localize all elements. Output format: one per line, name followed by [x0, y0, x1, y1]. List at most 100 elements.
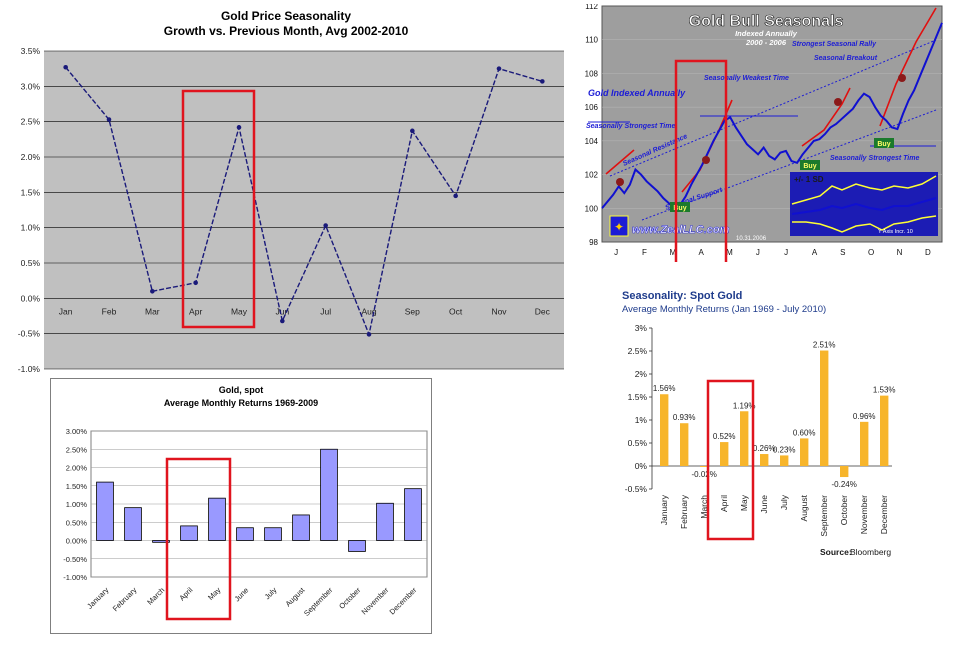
- chart2-subtitle: Average Monthly Returns 1969-2009: [164, 398, 318, 408]
- chart1-series: [63, 64, 545, 337]
- chart2-svg: Gold, spot Average Monthly Returns 1969-…: [63, 385, 428, 621]
- chart4-value-label: 1.19%: [733, 401, 756, 410]
- chart1-x-tick-label: Jan: [59, 306, 73, 316]
- chart1-point: [540, 79, 545, 84]
- chart2-bar: [124, 507, 142, 541]
- chart4-y-tick-label: 1.5%: [628, 392, 648, 402]
- chart3-y-tick-label: 98: [589, 238, 598, 247]
- chart1-point: [453, 193, 458, 199]
- chart4-bar: [840, 466, 849, 478]
- chart3-buy-tag-2: [800, 160, 820, 170]
- chart2-x-tick-label: August: [284, 585, 308, 609]
- chart2-x-tick-label: November: [360, 585, 391, 616]
- chart4-source-value: Bloomberg: [850, 547, 891, 557]
- chart4-bar: [780, 455, 789, 466]
- chart3-subtitle-2: 2000 - 2006: [745, 38, 787, 47]
- chart4-x-tick-label: April: [719, 495, 729, 512]
- chart-gold-bull-seasonals: 112 110 108 106 104 102 100 98 J F M A M J J A S O N D Gol…: [580, 2, 946, 268]
- chart1-y-ticks: 3.5% 3.0% 2.5% 2.0% 1.5% 1.0% 0.5% 0.0% -0.5% -1.…: [18, 46, 41, 374]
- chart4-value-label: 0.52%: [713, 432, 736, 441]
- chart1-x-tick-label: Jun: [275, 306, 289, 316]
- chart2-y-tick-label: 1.00%: [66, 500, 88, 509]
- chart1-x-tick-label: Apr: [189, 306, 202, 316]
- chart2-title: Gold, spot: [219, 385, 264, 395]
- chart2-y-tick-label: 0.50%: [66, 518, 88, 527]
- chart2-y-tick-label: 3.00%: [66, 427, 88, 436]
- chart2-x-tick-label: October: [337, 585, 363, 611]
- chart4-bar: [680, 423, 689, 466]
- chart4-value-label: 0.26%: [753, 444, 776, 453]
- chart4-bar: [800, 438, 809, 466]
- chart4-source-label: Source:: [820, 547, 852, 557]
- chart3-y-tick-label: 100: [585, 204, 599, 213]
- chart1-y-tick-label: -0.5%: [18, 329, 41, 339]
- chart4-bar: [660, 394, 669, 466]
- chart4-value-label: 1.56%: [653, 384, 676, 393]
- chart4-x-tick-label: December: [879, 495, 889, 534]
- chart3-x-tick-label: A: [812, 248, 818, 257]
- chart4-x-ticks: January February March April May June July Augu…: [659, 494, 889, 536]
- chart2-x-tick-label: September: [302, 585, 335, 618]
- chart3-label-breakout: Seasonal Breakout: [814, 55, 878, 62]
- chart1-x-tick-label: Jul: [320, 306, 331, 316]
- chart2-bar: [180, 525, 198, 541]
- chart2-x-tick-label: December: [388, 585, 419, 616]
- chart1-svg: Gold Price Seasonality Growth vs. Previo…: [18, 9, 564, 374]
- chart2-y-tick-label: 1.50%: [66, 482, 88, 491]
- chart1-y-tick-label: 3.5%: [21, 46, 41, 56]
- chart-gold-spot-returns: Gold, spot Average Monthly Returns 1969-…: [50, 378, 432, 634]
- chart4-value-label: 1.53%: [873, 386, 896, 395]
- chart2-bar: [404, 488, 422, 541]
- chart1-subtitle: Growth vs. Previous Month, Avg 2002-2010: [164, 24, 409, 38]
- chart1-x-tick-label: Sep: [405, 306, 420, 316]
- chart2-x-tick-label: March: [145, 586, 166, 607]
- chart3-x-tick-label: J: [614, 248, 618, 257]
- chart4-bar: [720, 442, 729, 466]
- chart4-axes: [649, 327, 892, 490]
- chart4-x-tick-label: July: [779, 494, 789, 510]
- chart3-subtitle-1: Indexed Annually: [735, 29, 798, 38]
- chart3-sd-mean: [791, 197, 937, 215]
- chart3-sd-lower: [792, 215, 937, 233]
- chart3-x-tick-label: M: [726, 248, 733, 257]
- chart1-y-tick-label: 2.5%: [21, 117, 41, 127]
- chart1-x-tick-label: May: [231, 306, 248, 316]
- chart1-point: [193, 280, 198, 286]
- chart-spot-gold-seasonality: Seasonality: Spot Gold Average Monthly R…: [608, 284, 908, 574]
- chart4-y-ticks: 3% 2.5% 2% 1.5% 1% 0.5% 0% -0.5%: [625, 323, 648, 494]
- chart1-point: [366, 332, 372, 337]
- chart3-y-tick-label: 108: [585, 69, 599, 78]
- chart4-y-tick-label: 2%: [635, 369, 648, 379]
- chart2-bar: [376, 502, 394, 541]
- chart2-x-tick-label: February: [111, 585, 139, 613]
- chart3-y-ticks: 112 110 108 106 104 102 100 98: [585, 2, 599, 247]
- chart2-y-tick-label: 0.00%: [66, 537, 88, 546]
- chart1-y-tick-label: 3.0%: [21, 81, 41, 91]
- chart1-x-tick-label: Nov: [491, 306, 507, 316]
- chart3-logo-glyph: ✦: [614, 220, 624, 234]
- chart4-value-label: 0.96%: [853, 412, 876, 421]
- chart1-x-tick-label: Dec: [535, 306, 551, 316]
- chart2-x-tick-label: April: [177, 585, 194, 602]
- chart3-rally-4: [879, 7, 937, 127]
- chart1-y-tick-label: 1.0%: [21, 223, 41, 233]
- chart2-y-ticks: 3.00% 2.50% 2.00% 1.50% 1.00% 0.50% 0.00% -0.50…: [63, 427, 87, 582]
- chart2-x-tick-label: June: [233, 586, 251, 604]
- chart1-gridlines: [44, 50, 564, 370]
- chart1-y-tick-label: 2.0%: [21, 152, 41, 162]
- chart2-x-tick-label: May: [206, 585, 223, 602]
- chart4-subtitle: Average Monthly Returns (Jan 1969 - July…: [622, 304, 826, 315]
- chart3-support-line: [641, 109, 937, 221]
- chart2-y-tick-label: 2.50%: [66, 445, 88, 454]
- chart3-buy-tag-1: [670, 202, 690, 212]
- chart3-label-strongest-right: Seasonally Strongest Time: [830, 155, 919, 162]
- chart2-gridlines: [91, 430, 427, 578]
- chart3-x-tick-label: N: [897, 248, 903, 257]
- chart1-point: [410, 128, 415, 134]
- chart4-highlight-box: [706, 379, 755, 541]
- chart3-sd-label: +/- 1 SD: [794, 175, 824, 184]
- chart4-value-label: 2.51%: [813, 341, 836, 350]
- chart4-bar: [820, 350, 829, 466]
- chart3-buy-label-3: Buy: [877, 141, 890, 148]
- chart2-y-tick-label: 2.00%: [66, 464, 88, 473]
